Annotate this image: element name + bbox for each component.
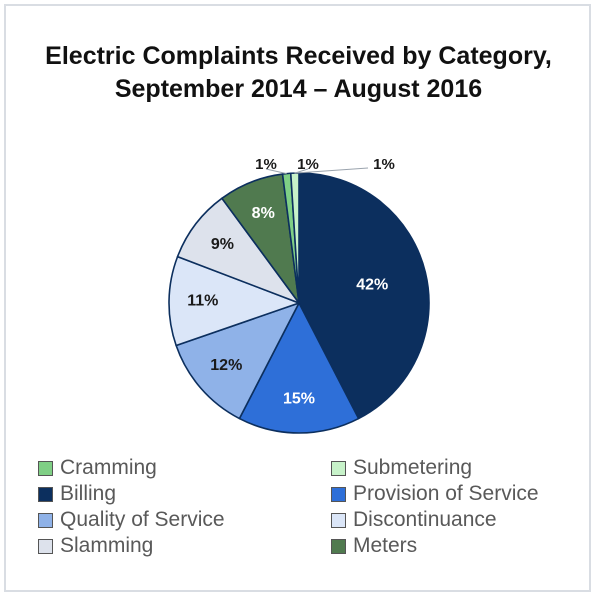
pie-chart: 42% 15% 12% 11% 9% 8% 1% 1% 1% [168,156,430,434]
legend-label-meters: Meters [353,534,418,557]
data-label-provision-of-service: 15% [283,390,315,407]
legend-item-meters: Meters [331,533,417,559]
legend-swatch-billing [38,486,53,502]
legend-item-discontinuance: Discontinuance [331,507,497,533]
data-label-slamming: 9% [211,236,234,253]
legend-swatch-quality-of-service [38,512,53,528]
data-label-discontinuance: 11% [187,293,218,310]
chart-title: Electric Complaints Received by Category… [0,40,597,106]
legend-item-billing: Billing [38,481,116,507]
data-label-quality-of-service: 12% [210,357,242,374]
chart-title-line-2: September 2014 – August 2016 [114,75,483,103]
legend-swatch-submetering [331,460,346,476]
leader-line-cramming [265,168,287,175]
legend-label-cramming: Cramming [60,456,157,479]
leader-line-submetering [294,168,309,174]
legend-swatch-meters [331,538,346,554]
data-label-extra: 1% [373,156,395,173]
pie-slice-discontinuance [168,255,300,347]
legend-label-quality-of-service: Quality of Service [60,508,225,531]
pie-slice-provision-of-service [238,302,360,434]
legend-swatch-slamming [38,538,53,554]
legend-item-slamming: Slamming [38,533,153,559]
leader-line-extra [294,167,369,174]
legend-label-provision-of-service: Provision of Service [353,482,539,505]
data-label-meters: 8% [252,205,275,222]
legend-label-billing: Billing [60,482,117,505]
legend-item-quality-of-service: Quality of Service [38,507,225,533]
pie-slice-quality-of-service [175,302,300,420]
legend-item-submetering: Submetering [331,455,472,481]
legend-swatch-provision-of-service [331,486,346,502]
legend-item-provision-of-service: Provision of Service [331,481,539,507]
data-label-billing: 42% [356,276,388,293]
legend-label-discontinuance: Discontinuance [353,508,497,531]
data-label-submetering: 1% [297,156,319,173]
legend-label-slamming: Slamming [60,534,154,557]
legend-swatch-discontinuance [331,512,346,528]
legend-swatch-cramming [38,460,53,476]
data-label-cramming: 1% [255,156,277,173]
chart-title-line-1: Electric Complaints Received by Category… [45,42,552,70]
legend-label-submetering: Submetering [353,456,473,479]
pie-slice-billing [298,172,430,420]
legend-item-cramming: Cramming [38,455,157,481]
